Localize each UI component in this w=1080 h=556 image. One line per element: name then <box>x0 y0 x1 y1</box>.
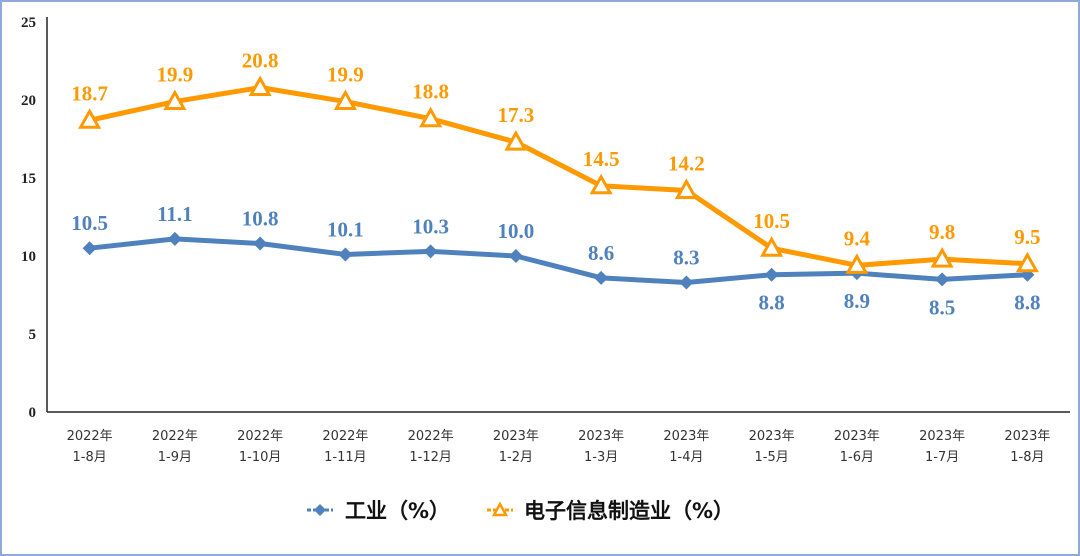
triangle-marker <box>845 253 869 274</box>
x-tick-label-period: 1-8月 <box>73 450 107 465</box>
x-tick-label-year: 2023年 <box>919 429 965 444</box>
x-tick-label-period: 1-6月 <box>840 450 874 465</box>
series-line-0 <box>89 236 1028 286</box>
diamond-marker <box>253 236 268 251</box>
diamond-marker <box>594 270 609 285</box>
x-tick-label-year: 2023年 <box>493 429 539 444</box>
data-label: 8.5 <box>929 295 955 319</box>
x-tick-label-period: 1-11月 <box>324 450 367 465</box>
triangle-marker <box>760 236 784 257</box>
x-tick-label-period: 1-12月 <box>409 450 452 465</box>
triangle-marker <box>589 173 613 195</box>
triangle-marker <box>674 178 698 199</box>
series-line-1 <box>89 85 1028 268</box>
data-label: 10.3 <box>412 214 449 238</box>
triangle-marker <box>78 108 102 129</box>
triangle-marker <box>1015 251 1039 273</box>
data-label: 14.2 <box>668 151 705 175</box>
data-label: 8.8 <box>759 291 785 315</box>
data-label: 17.3 <box>498 103 535 127</box>
data-label: 8.3 <box>673 246 699 270</box>
data-label: 9.8 <box>929 220 955 244</box>
data-label: 18.8 <box>412 80 449 104</box>
x-tick-label-period: 1-2月 <box>499 450 533 465</box>
x-tick-label-period: 1-3月 <box>584 450 618 465</box>
legend-diamond-icon <box>314 504 326 516</box>
data-label: 10.5 <box>71 211 108 235</box>
x-tick-label-year: 2022年 <box>237 429 283 444</box>
x-tick-label-year: 2023年 <box>1004 429 1050 444</box>
diamond-marker <box>82 241 97 256</box>
x-tick-label-period: 1-7月 <box>925 450 959 465</box>
x-tick-label-period: 1-8月 <box>1010 450 1044 465</box>
x-tick-label-year: 2023年 <box>578 429 624 444</box>
y-tick-label: 20 <box>21 93 36 109</box>
triangle-marker <box>333 89 357 111</box>
data-label: 9.5 <box>1014 225 1040 249</box>
triangle-marker <box>930 247 954 268</box>
diamond-marker <box>764 267 779 282</box>
x-tick-label-year: 2022年 <box>67 429 113 444</box>
diamond-marker <box>679 275 694 290</box>
legend-label: 电子信息制造业（%） <box>524 499 734 523</box>
diamond-marker <box>338 247 353 262</box>
data-label: 14.5 <box>583 147 620 171</box>
x-tick-label-year: 2022年 <box>408 429 454 444</box>
data-label: 9.4 <box>844 226 871 250</box>
triangle-marker <box>419 106 443 128</box>
data-label: 18.7 <box>71 81 108 105</box>
triangle-marker <box>248 75 272 97</box>
data-label: 11.1 <box>157 202 193 226</box>
x-tick-label-year: 2023年 <box>749 429 795 444</box>
data-label: 8.8 <box>1014 291 1040 315</box>
diamond-marker <box>935 272 950 287</box>
legend-label: 工业（%） <box>345 499 450 523</box>
data-label: 10.5 <box>753 209 790 233</box>
x-tick-label-year: 2023年 <box>663 429 709 444</box>
data-label: 10.1 <box>327 217 364 241</box>
data-label: 8.9 <box>844 289 870 313</box>
data-label: 19.9 <box>327 63 364 87</box>
triangle-marker <box>504 130 528 151</box>
y-tick-label: 0 <box>29 405 37 421</box>
data-label: 8.6 <box>588 241 614 265</box>
x-tick-label-period: 1-10月 <box>239 450 282 465</box>
data-label: 10.8 <box>242 207 279 231</box>
y-tick-label: 15 <box>21 171 36 187</box>
y-tick-label: 10 <box>21 249 36 265</box>
y-tick-label: 25 <box>21 15 36 31</box>
y-tick-label: 5 <box>29 327 37 343</box>
x-tick-label-year: 2022年 <box>152 429 198 444</box>
x-tick-label-year: 2023年 <box>834 429 880 444</box>
diamond-marker <box>167 231 182 246</box>
x-tick-label-year: 2022年 <box>322 429 368 444</box>
data-label: 20.8 <box>242 49 279 73</box>
x-tick-label-period: 1-5月 <box>755 450 789 465</box>
data-label: 19.9 <box>157 63 194 87</box>
x-tick-label-period: 1-4月 <box>669 450 703 465</box>
diamond-marker <box>423 244 438 259</box>
x-tick-label-period: 1-9月 <box>158 450 192 465</box>
data-label: 10.0 <box>498 219 535 243</box>
diamond-marker <box>508 249 523 263</box>
legend-triangle-icon <box>491 501 509 517</box>
triangle-marker <box>163 89 187 111</box>
